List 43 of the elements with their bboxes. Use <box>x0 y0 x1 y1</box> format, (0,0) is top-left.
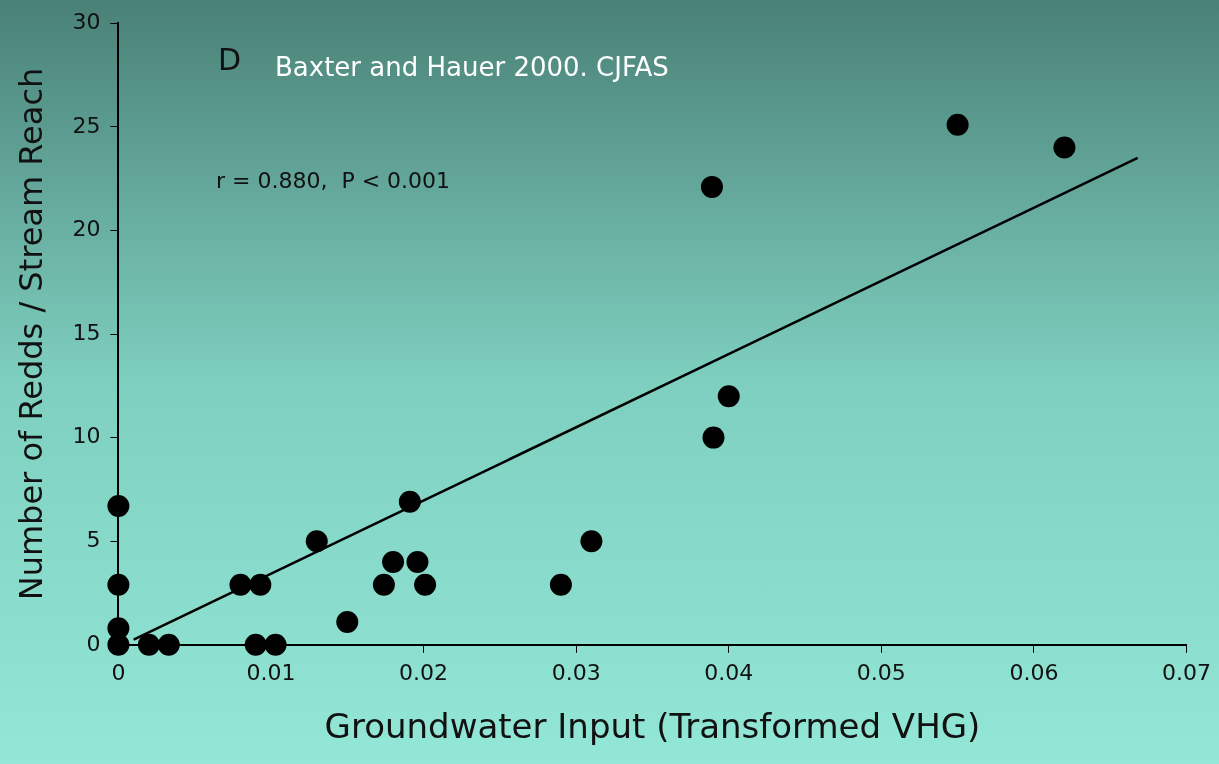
point <box>244 633 267 656</box>
point <box>137 633 160 656</box>
y-tick-label: 15 <box>72 319 101 345</box>
y-tick-label: 20 <box>72 216 101 242</box>
point <box>414 573 437 596</box>
point <box>382 550 405 573</box>
annotation: Baxter and Hauer 2000. CJFAS <box>275 52 669 82</box>
y-tick-label: 5 <box>86 526 101 552</box>
point <box>107 494 130 517</box>
annotation: r = 0.880, P < 0.001 <box>216 168 451 193</box>
point <box>107 633 130 656</box>
point <box>398 490 421 513</box>
point <box>717 385 740 408</box>
point <box>549 573 572 596</box>
point <box>406 550 429 573</box>
x-tick-label: 0.05 <box>856 659 906 685</box>
y-axis-title: Number of Redds / Stream Reach <box>11 67 50 601</box>
x-tick-label: 0.07 <box>1162 659 1211 685</box>
point <box>702 426 725 449</box>
x-tick-label: 0.02 <box>399 659 449 685</box>
point <box>264 633 287 656</box>
point <box>305 530 328 553</box>
x-tick-label: 0.01 <box>246 659 296 685</box>
point <box>336 611 359 634</box>
point <box>229 573 252 596</box>
y-tick-label: 0 <box>86 630 101 656</box>
point <box>157 633 180 656</box>
x-tick-label: 0.03 <box>551 659 601 685</box>
point <box>580 530 603 553</box>
x-axis-title: Groundwater Input (Transformed VHG) <box>324 706 981 747</box>
point <box>107 573 130 596</box>
y-tick-label: 25 <box>72 112 101 138</box>
point <box>372 573 395 596</box>
point <box>700 175 723 198</box>
x-tick-label: 0.04 <box>704 659 754 685</box>
point <box>1053 136 1076 159</box>
annotation: D <box>218 42 242 77</box>
y-tick-label: 10 <box>72 423 101 449</box>
y-tick-label: 30 <box>72 8 101 34</box>
x-tick-label: 0 <box>111 659 126 685</box>
point <box>249 573 272 596</box>
point <box>946 113 969 136</box>
x-tick-label: 0.06 <box>1009 659 1059 685</box>
